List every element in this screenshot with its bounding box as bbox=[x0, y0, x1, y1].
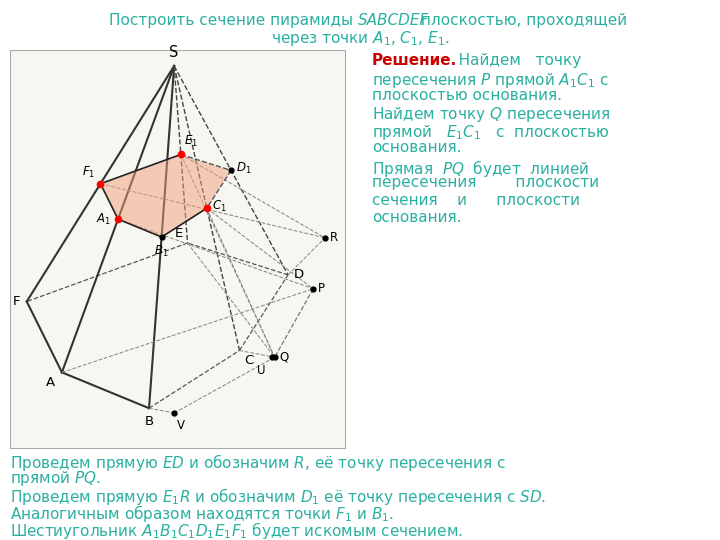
Text: сечения    и      плоскости: сечения и плоскости bbox=[372, 193, 580, 208]
Text: плоскостью, проходящей: плоскостью, проходящей bbox=[416, 13, 627, 28]
Text: $A_1$: $A_1$ bbox=[96, 212, 111, 227]
Text: D: D bbox=[294, 268, 304, 281]
Text: Решение.: Решение. bbox=[372, 53, 457, 68]
Text: пересечения        плоскости: пересечения плоскости bbox=[372, 176, 599, 191]
Text: U: U bbox=[257, 364, 266, 377]
Text: через точки $A_1$, $C_1$, $E_1$.: через точки $A_1$, $C_1$, $E_1$. bbox=[271, 29, 449, 48]
Text: пересечения $P$ прямой $A_1C_1$ с: пересечения $P$ прямой $A_1C_1$ с bbox=[372, 71, 609, 90]
Text: $F_1$: $F_1$ bbox=[82, 165, 96, 180]
Text: Найдем   точку: Найдем точку bbox=[444, 53, 581, 68]
Text: $D_1$: $D_1$ bbox=[236, 161, 251, 176]
Text: P: P bbox=[318, 282, 325, 295]
Text: SABCDEF: SABCDEF bbox=[358, 13, 429, 28]
Text: V: V bbox=[177, 419, 185, 432]
Text: F: F bbox=[13, 295, 21, 308]
Text: Проведем прямую $ED$ и обозначим $R$, её точку пересечения с: Проведем прямую $ED$ и обозначим $R$, её… bbox=[10, 452, 506, 473]
Polygon shape bbox=[101, 154, 231, 237]
Text: $B_1$: $B_1$ bbox=[154, 244, 169, 259]
Text: Q: Q bbox=[279, 351, 289, 364]
Text: R: R bbox=[330, 231, 338, 245]
Text: Аналогичным образом находятся точки $F_1$ и $B_1$.: Аналогичным образом находятся точки $F_1… bbox=[10, 503, 394, 524]
Text: S: S bbox=[169, 45, 179, 60]
Text: прямой   $E_1C_1$   с  плоскостью: прямой $E_1C_1$ с плоскостью bbox=[372, 123, 610, 142]
Text: C: C bbox=[245, 354, 253, 368]
Text: Найдем точку $Q$ пересечения: Найдем точку $Q$ пересечения bbox=[372, 105, 611, 125]
Text: A: A bbox=[46, 376, 55, 389]
Text: основания.: основания. bbox=[372, 140, 462, 156]
Text: B: B bbox=[145, 415, 153, 428]
Bar bbox=[10, 50, 345, 448]
Text: $C_1$: $C_1$ bbox=[212, 199, 227, 214]
Text: Проведем прямую $E_1R$ и обозначим $D_1$ её точку пересечения с $SD$.: Проведем прямую $E_1R$ и обозначим $D_1$… bbox=[10, 486, 546, 507]
Text: E: E bbox=[174, 227, 183, 240]
Text: Построить сечение пирамиды: Построить сечение пирамиды bbox=[109, 13, 358, 28]
Text: прямой $PQ$.: прямой $PQ$. bbox=[10, 469, 101, 488]
Text: Шестиугольник $A_1B_1C_1D_1E_1F_1$ будет искомым сечением.: Шестиугольник $A_1B_1C_1D_1E_1F_1$ будет… bbox=[10, 520, 463, 540]
Text: $E_1$: $E_1$ bbox=[184, 134, 198, 150]
Text: плоскостью основания.: плоскостью основания. bbox=[372, 88, 562, 103]
Text: основания.: основания. bbox=[372, 211, 462, 226]
Text: Прямая  $PQ$  будет  линией: Прямая $PQ$ будет линией bbox=[372, 158, 589, 179]
